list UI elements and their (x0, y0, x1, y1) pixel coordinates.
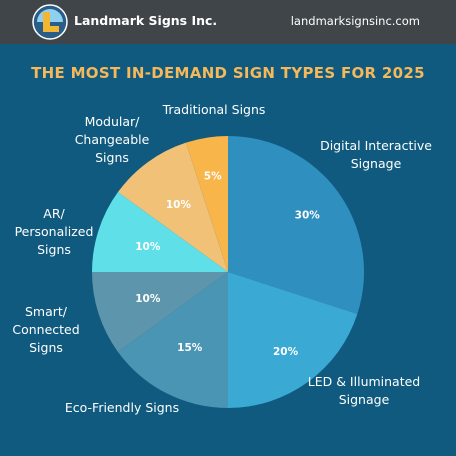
slice-category-label: AR/Personalized Signs (15, 206, 94, 257)
slice-percent-label: 15% (177, 342, 203, 354)
landmark-logo-icon (32, 4, 68, 40)
pie-slice (185, 136, 228, 272)
slice-category-label: LED & Illuminated Signage (308, 374, 421, 407)
slice-percent-label: 10% (135, 293, 161, 305)
slice-category-label: Eco-Friendly Signs (65, 400, 179, 415)
brand-name: Landmark Signs Inc. (74, 13, 218, 28)
pie-slice (228, 136, 364, 315)
pie-slice (117, 272, 228, 408)
slice-category-label: Digital Interactive Signage (320, 138, 432, 171)
slice-percent-label: 10% (135, 241, 161, 253)
pie-slice (92, 192, 228, 272)
slice-category-label: Modular/Changeable Signs (75, 114, 150, 165)
pie-slice (117, 142, 228, 272)
header-bar: Landmark Signs Inc. landmarksignsinc.com (0, 0, 456, 44)
website-link[interactable]: landmarksignsinc.com (290, 14, 420, 28)
slice-percent-label: 5% (204, 170, 222, 182)
slice-percent-label: 10% (166, 199, 192, 211)
chart-title: THE MOST IN-DEMAND SIGN TYPES FOR 2025 (31, 64, 425, 82)
slice-category-label: Smart/Connected Signs (12, 304, 79, 355)
pie-slice (92, 272, 228, 352)
pie-slice (228, 272, 358, 408)
slice-category-label: Traditional Signs (162, 102, 266, 117)
slice-percent-label: 20% (273, 346, 299, 358)
slice-percent-label: 30% (295, 209, 321, 221)
